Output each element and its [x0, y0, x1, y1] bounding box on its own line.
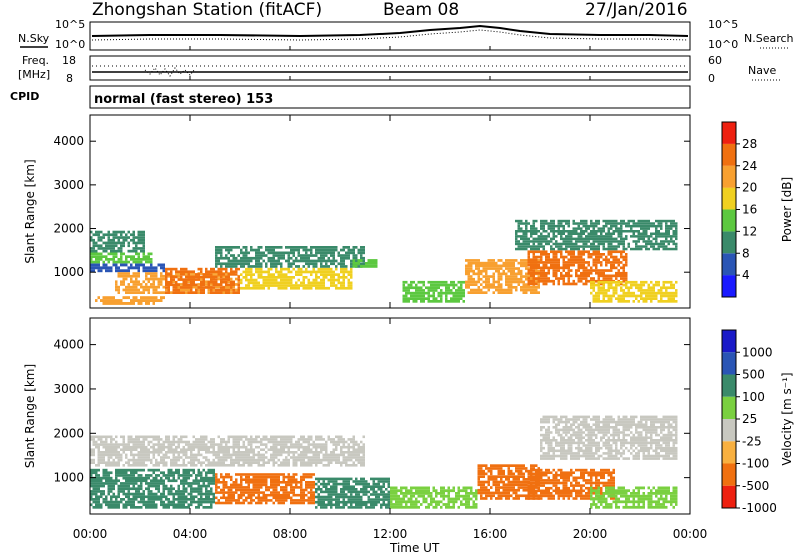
colorbar-tick-label: 100: [742, 390, 765, 404]
colorbar-swatch: [722, 275, 736, 297]
colorbar-swatch: [722, 187, 736, 210]
freq-label-1: Freq.: [22, 54, 49, 67]
data-region: [90, 435, 365, 467]
colorbar-swatch: [722, 374, 736, 397]
colorbar-swatch: [722, 396, 736, 420]
data-region: [90, 252, 153, 264]
data-region: [315, 477, 390, 509]
power-panel: 1000 2000 3000 4000 Slant Range [km]: [23, 114, 691, 309]
colorbar-tick-label: 4: [742, 268, 750, 282]
x-tick-label: 08:00: [273, 527, 308, 541]
y-tick-label: 3000: [53, 382, 84, 396]
right-tick-3: 60: [708, 54, 722, 67]
colorbar-swatch: [722, 463, 736, 486]
left-tick-1: 10^5: [55, 18, 85, 31]
colorbar-swatch: [722, 485, 736, 509]
data-region: [540, 415, 678, 460]
left-tick-4: 8: [66, 72, 73, 85]
right-tick-4: 0: [708, 72, 715, 85]
nave-label: Nave: [748, 64, 776, 77]
beam-label: Beam 08: [383, 0, 459, 20]
y-tick-label: 4000: [53, 134, 84, 148]
data-region: [90, 263, 165, 273]
right-tick-1: 10^5: [708, 18, 738, 31]
y-tick-label: 2000: [53, 426, 84, 440]
data-region: [215, 473, 315, 505]
colorbar-tick-label: 28: [742, 137, 757, 151]
data-region: [95, 296, 165, 305]
colorbar-tick-label: -100: [742, 457, 769, 471]
y-tick-label: 1000: [53, 265, 84, 279]
cpid-panel: CPID normal (fast stereo) 153: [10, 85, 691, 109]
power-colorbar: 4 8 12 16 20 24 28 Power [dB]: [721, 121, 794, 298]
data-region: [515, 219, 678, 251]
y-axis-label: Slant Range [km]: [23, 159, 37, 263]
data-region: [527, 250, 628, 286]
y-axis-label: Slant Range [km]: [23, 364, 37, 468]
colorbar-swatch: [722, 330, 736, 353]
freq-panel: Freq. [MHz] 18 8 60 0 Nave: [18, 54, 782, 85]
nsearch-label: N.Search: [744, 32, 794, 45]
colorbar-tick-label: 12: [742, 224, 757, 238]
cpid-label: CPID: [10, 90, 39, 103]
nsky-line: [91, 24, 689, 38]
colorbar-tick-label: -25: [742, 434, 762, 448]
data-region: [390, 486, 478, 509]
data-region: [590, 486, 678, 509]
cpid-value: normal (fast stereo) 153: [94, 92, 273, 107]
station-title: Zhongshan Station (fitACF): [92, 0, 322, 20]
colorbar-tick-label: 1000: [742, 345, 773, 359]
colorbar-tick-label: 20: [742, 181, 757, 195]
y-tick-label: 3000: [53, 178, 84, 192]
colorbar-swatch: [722, 165, 736, 188]
x-axis-label: Time UT: [389, 541, 440, 554]
right-tick-2: 10^0: [708, 38, 738, 51]
data-region: [402, 280, 465, 303]
data-region: [590, 280, 678, 303]
data-region: [240, 267, 353, 290]
data-region: [90, 230, 145, 253]
nave-scatter: [144, 67, 196, 77]
data-region: [352, 259, 378, 268]
colorbar-tick-label: 24: [742, 159, 757, 173]
y-tick-label: 1000: [53, 471, 84, 485]
y-tick-label: 4000: [53, 338, 84, 352]
colorbar-swatch: [722, 253, 736, 276]
colorbar-swatch: [722, 352, 736, 375]
colorbar-label: Power [dB]: [780, 177, 794, 242]
nsky-panel: N.Sky 10^5 10^0 10^5 10^0 N.Search: [18, 18, 794, 51]
colorbar-tick-label: 500: [742, 368, 765, 382]
nsearch-line: [91, 29, 689, 41]
colorbar-swatch: [722, 143, 736, 166]
colorbar-tick-label: 25: [742, 412, 757, 426]
colorbar-tick-label: -1000: [742, 501, 777, 515]
freq-label-2: [MHz]: [18, 68, 50, 81]
colorbar-tick-label: 16: [742, 203, 757, 217]
left-tick-2: 10^0: [55, 38, 85, 51]
colorbar-swatch: [722, 209, 736, 232]
x-tick-label: 04:00: [173, 527, 208, 541]
colorbar-swatch: [722, 122, 736, 144]
y-tick-label: 2000: [53, 222, 84, 236]
nsky-label: N.Sky: [18, 32, 50, 45]
colorbar-label: Velocity [m s⁻¹]: [780, 372, 794, 465]
colorbar-swatch: [722, 231, 736, 254]
colorbar-tick-label: -500: [742, 479, 769, 493]
data-region: [215, 246, 365, 268]
data-region: [165, 267, 240, 294]
x-tick-label: 20:00: [573, 527, 608, 541]
x-tick-label: 12:00: [373, 527, 408, 541]
x-tick-label: 00:00: [673, 527, 708, 541]
x-tick-label: 00:00: [73, 527, 108, 541]
x-tick-label: 16:00: [473, 527, 508, 541]
data-region: [90, 468, 215, 509]
colorbar-swatch: [722, 419, 736, 442]
colorbar-tick-label: 8: [742, 246, 750, 260]
date-label: 27/Jan/2016: [585, 0, 688, 20]
left-tick-3: 18: [62, 54, 76, 67]
velocity-colorbar: 1000 500 100 25 -25 -100 -500 -1000 Velocity [m …: [721, 329, 794, 515]
colorbar-swatch: [722, 441, 736, 464]
velocity-panel: 1000 2000 3000 4000 Slant Range [km]: [23, 317, 691, 515]
